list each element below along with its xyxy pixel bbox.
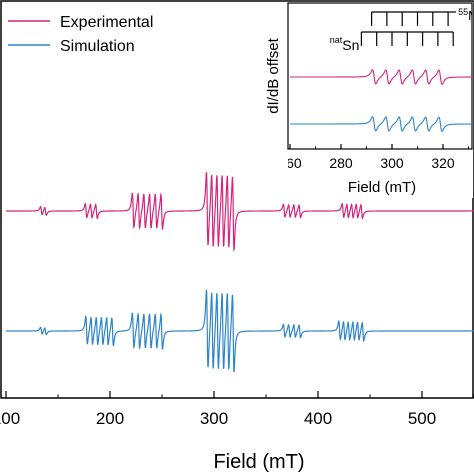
inset-series-experimental xyxy=(290,69,472,85)
main-series-simulation xyxy=(6,289,474,373)
inset-x-tick-label: 320 xyxy=(431,155,455,171)
main-series-experimental xyxy=(6,172,474,252)
inset-x-axis-label: Field (mT) xyxy=(348,179,416,196)
inset-x-ticks: 26028030032034 xyxy=(278,144,469,171)
inset-markers: 55M natSn xyxy=(330,7,474,53)
main-x-tick-label: 500 xyxy=(408,409,436,428)
main-x-tick-label: 300 xyxy=(200,409,228,428)
legend-label-experimental: Experimental xyxy=(60,14,153,31)
main-x-tick-label: 400 xyxy=(304,409,332,428)
main-x-tick-label: 200 xyxy=(96,409,124,428)
inset-marker-label-sn: natSn xyxy=(330,35,360,53)
main-x-ticks: 100 200 300 400 500 xyxy=(0,391,474,428)
inset-y-axis-label: dI/dB offset xyxy=(265,37,282,113)
inset-x-tick-label: 300 xyxy=(380,155,404,171)
main-x-tick-label: 100 xyxy=(0,409,20,428)
legend: Experimental Simulation xyxy=(8,14,153,55)
main-plot-frame xyxy=(0,0,474,399)
main-x-axis-label: Field (mT) xyxy=(213,451,304,473)
main-series-group xyxy=(6,172,474,373)
inset-x-tick-label: 260 xyxy=(278,155,302,171)
inset-marker-label-mn: 55M xyxy=(458,7,474,23)
inset-series-group xyxy=(290,69,472,132)
inset-series-simulation xyxy=(290,116,472,132)
inset-x-tick-label: 280 xyxy=(329,155,353,171)
legend-label-simulation: Simulation xyxy=(60,38,135,55)
inset-plot-frame xyxy=(287,2,473,150)
inset-background xyxy=(282,2,473,198)
